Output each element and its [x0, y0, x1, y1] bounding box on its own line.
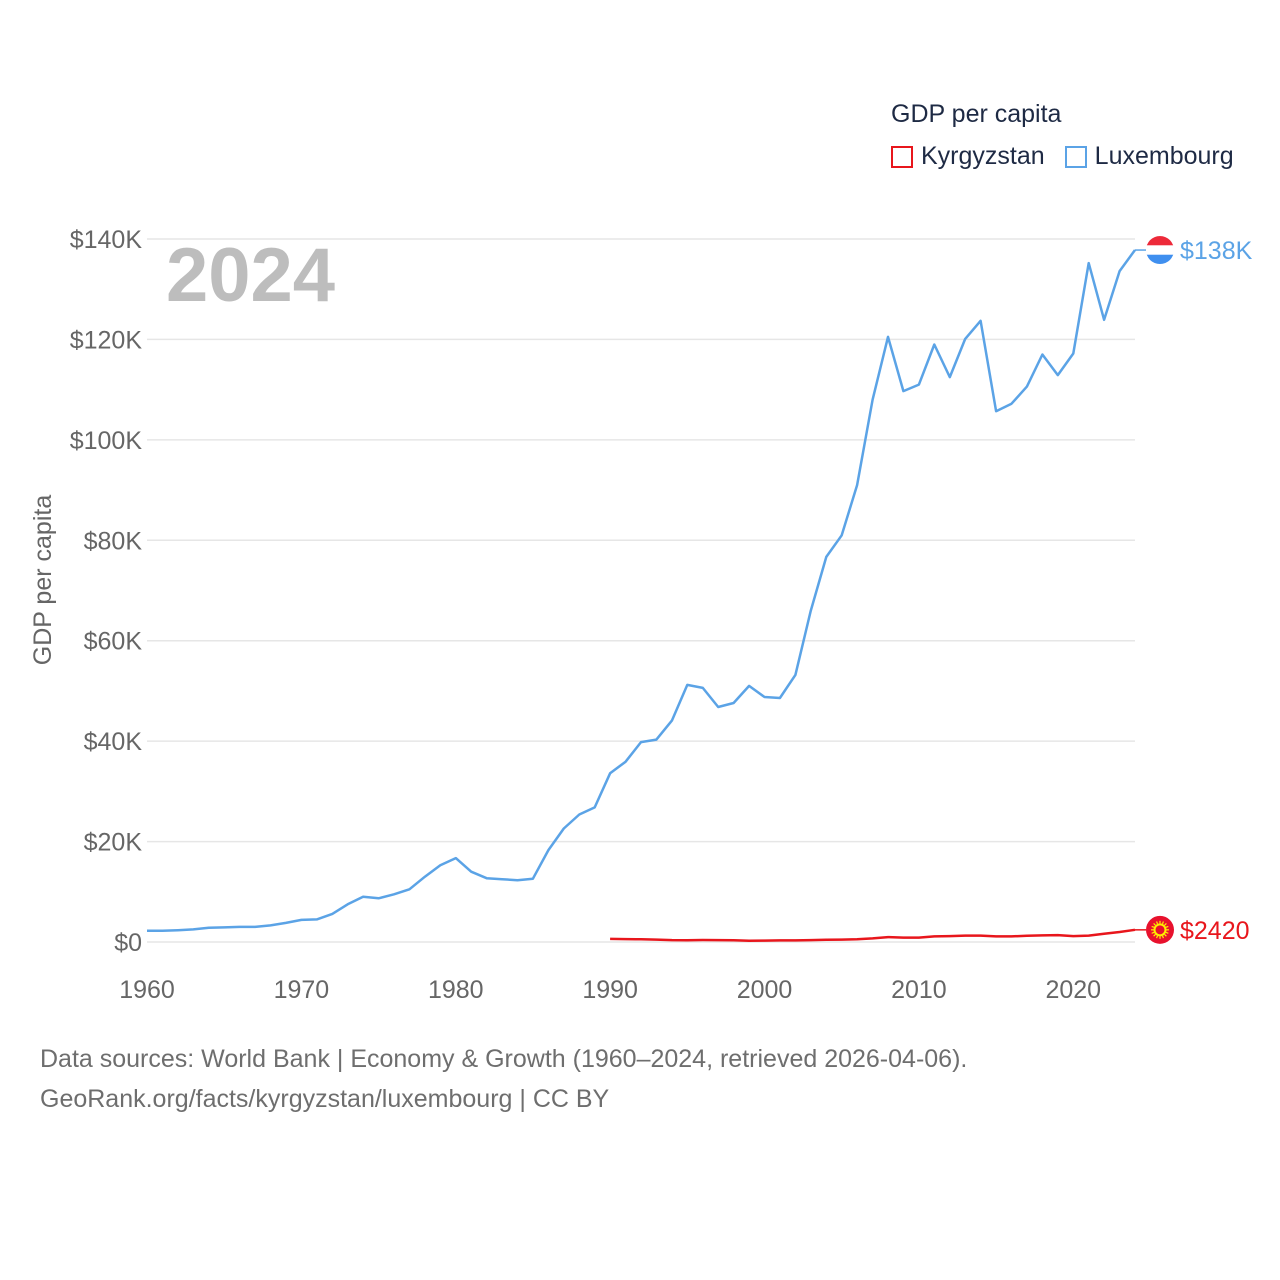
series-line-kyrgyzstan	[610, 928, 1136, 942]
year-label: 2024	[166, 233, 335, 318]
series-lines	[146, 249, 1137, 942]
legend-item-kyrgyzstan[interactable]: Kyrgyzstan	[891, 142, 1045, 171]
x-tick-label: 2000	[737, 976, 793, 1004]
y-tick-label: $100K	[70, 427, 143, 455]
y-tick-label: $120K	[70, 326, 143, 354]
y-axis-label: GDP per capita	[29, 495, 57, 666]
legend-swatch-luxembourg	[1064, 145, 1087, 168]
series-line-luxembourg	[146, 249, 1137, 933]
y-tick-label: $0	[114, 929, 142, 957]
y-axis-ticks: $0 $20K $40K $60K $80K $100K $120K $140K	[70, 226, 143, 957]
x-axis-ticks: 1960 1970 1980 1990 2000 2010 2020	[119, 976, 1101, 1004]
legend-label-kyrgyzstan: Kyrgyzstan	[921, 142, 1045, 170]
x-tick-label: 1970	[274, 976, 330, 1004]
y-tick-label: $80K	[84, 527, 143, 555]
x-tick-label: 1960	[119, 976, 175, 1004]
x-tick-label: 1980	[428, 976, 484, 1004]
source-text: Data sources: World Bank | Economy & Gro…	[40, 1045, 968, 1073]
legend-swatch-kyrgyzstan	[891, 145, 913, 168]
x-tick-label: 2010	[891, 976, 947, 1004]
x-tick-label: 1990	[582, 976, 638, 1004]
end-markers: $138K $2420	[1135, 236, 1253, 945]
legend-item-luxembourg[interactable]: Luxembourg	[1064, 142, 1234, 171]
end-label-luxembourg: $138K	[1180, 237, 1253, 265]
legend-label-luxembourg: Luxembourg	[1094, 142, 1234, 170]
y-tick-label: $20K	[84, 829, 143, 857]
x-tick-label: 2020	[1045, 976, 1101, 1004]
gridlines	[147, 238, 1135, 943]
y-tick-label: $140K	[70, 226, 143, 254]
y-tick-label: $60K	[84, 628, 143, 656]
legend-title: GDP per capita	[891, 100, 1062, 128]
y-tick-label: $40K	[84, 728, 143, 756]
end-label-kyrgyzstan: $2420	[1180, 917, 1250, 945]
flag-kyrgyzstan-icon	[1146, 915, 1174, 944]
source-link[interactable]: GeoRank.org/facts/kyrgyzstan/luxembourg …	[40, 1085, 610, 1113]
legend: Kyrgyzstan Luxembourg	[891, 142, 1254, 171]
flag-luxembourg-icon	[1146, 236, 1174, 265]
